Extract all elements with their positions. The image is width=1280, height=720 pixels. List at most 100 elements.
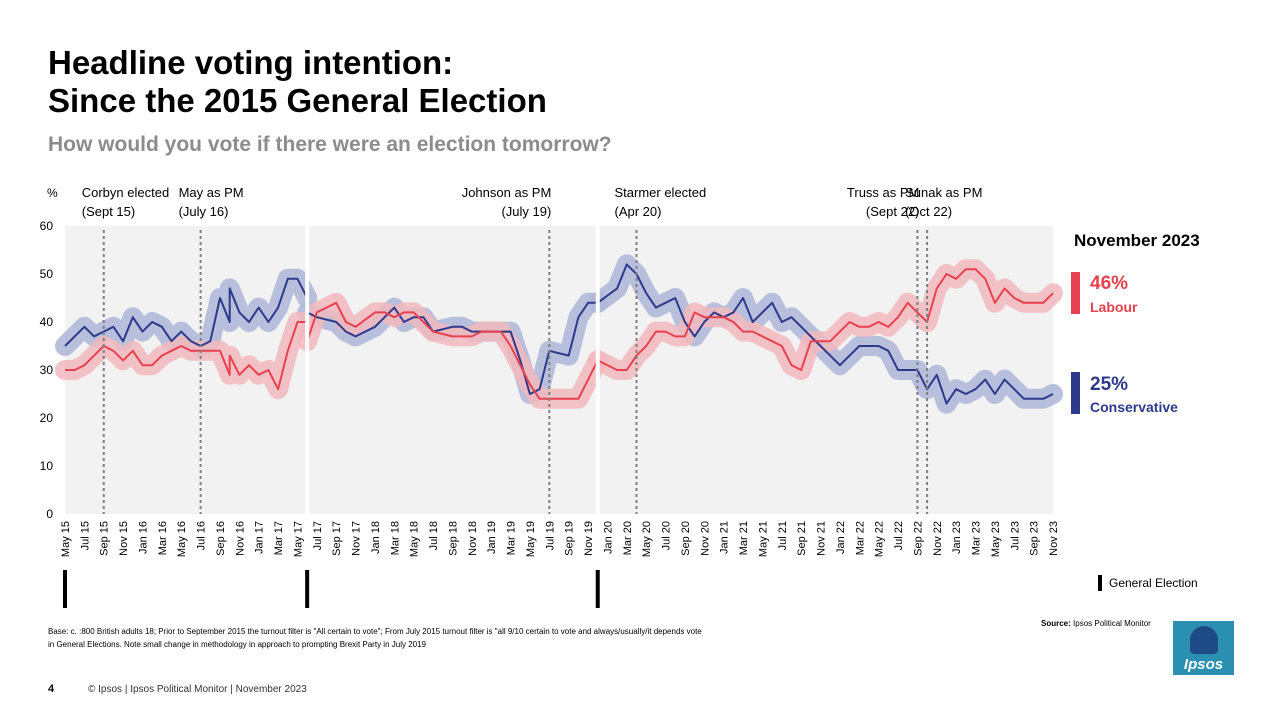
base-note: Base: c. :800 British adults 18; Prior t… (48, 625, 848, 651)
x-tick-label: Jan 23 (951, 521, 963, 554)
labour-series-line (65, 321, 308, 391)
event-date-label: (Apr 20) (614, 204, 661, 219)
conservative-latest-label: Conservative (1090, 399, 1178, 415)
x-tick-label: Jan 21 (719, 521, 731, 554)
conservative-series-line (306, 301, 598, 395)
title-line-2: Since the 2015 General Election (48, 82, 547, 119)
base-note-line-2: in General Elections. Note small change … (48, 640, 426, 649)
footer-text: © Ipsos | Ipsos Political Monitor | Nove… (88, 684, 307, 695)
event-date-label: (Sept 15) (82, 204, 135, 219)
x-tick-label: Jan 22 (835, 521, 847, 554)
x-tick-label: Nov 17 (351, 521, 363, 556)
y-tick-label: 0 (46, 507, 53, 521)
x-tick-label: Sep 18 (448, 521, 460, 556)
general-election-separator (305, 226, 310, 514)
x-tick-label: Jul 20 (661, 521, 673, 550)
y-tick-label: 60 (40, 219, 54, 233)
x-tick-label: Sep 23 (1029, 521, 1041, 556)
x-tick-label: Nov 21 (816, 521, 828, 556)
x-tick-label: Nov 19 (583, 521, 595, 556)
general-election-marker (305, 570, 310, 608)
x-tick-label: Jul 17 (312, 521, 324, 550)
y-tick-label: 50 (40, 267, 54, 281)
event-label: May as PM (179, 185, 244, 200)
event-label: Corbyn elected (82, 185, 169, 200)
y-tick-label: 10 (40, 459, 54, 473)
x-tick-label: Jan 19 (486, 521, 498, 554)
x-tick-label: Mar 18 (389, 521, 401, 555)
general-election-marker (63, 570, 67, 608)
labour-series-line (306, 301, 599, 400)
x-tick-label: Sep 16 (215, 521, 227, 556)
labour-latest-marker (1071, 272, 1080, 314)
labour-latest-value: 46% (1090, 273, 1129, 294)
x-tick-label: May 22 (874, 521, 886, 557)
x-tick-label: May 16 (176, 521, 188, 557)
event-date-label: (Sept 22) (866, 204, 919, 219)
x-tick-label: Sep 20 (680, 521, 692, 556)
y-axis-label: % (47, 186, 58, 200)
x-tick-label: Jan 17 (254, 521, 266, 554)
x-tick-label: May 21 (757, 521, 769, 557)
x-tick-label: May 18 (409, 521, 421, 557)
source-label: Source: (1041, 619, 1071, 628)
x-tick-label: May 19 (525, 521, 537, 557)
x-tick-label: Nov 16 (234, 521, 246, 556)
event-date-label: (Oct 22) (905, 204, 952, 219)
latest-period: November 2023 (1074, 231, 1200, 250)
x-tick-label: Mar 21 (738, 521, 750, 555)
x-tick-label: Sep 22 (912, 521, 924, 556)
x-tick-label: Sep 17 (331, 521, 343, 556)
y-tick-label: 40 (40, 315, 54, 329)
title-line-1: Headline voting intention: (48, 44, 454, 81)
general-election-legend-label: General Election (1109, 576, 1198, 590)
labour-latest-label: Labour (1090, 299, 1138, 315)
x-tick-label: Mar 17 (273, 521, 285, 555)
x-tick-label: Jul 19 (544, 521, 556, 550)
conservative-latest-value: 25% (1090, 374, 1129, 395)
logo-figure-icon (1190, 626, 1218, 654)
ipsos-logo: Ipsos (1173, 621, 1234, 675)
base-note-line-1: Base: c. :800 British adults 18; Prior t… (48, 627, 702, 636)
x-tick-label: Jul 23 (1009, 521, 1021, 550)
source-note: Source: Ipsos Political Monitor (1041, 619, 1151, 628)
x-tick-label: May 23 (990, 521, 1002, 557)
x-tick-label: Nov 18 (467, 521, 479, 556)
x-tick-label: Jan 16 (138, 521, 150, 554)
event-label: Truss as PM (847, 185, 919, 200)
x-tick-label: Jul 18 (428, 521, 440, 550)
x-tick-label: Nov 20 (699, 521, 711, 556)
voting-intention-chart: 0 10 20 30 40 50 60% Corbyn elected (Sept 15) May… (40, 185, 1063, 608)
event-label: Sunak as PM (905, 185, 982, 200)
y-tick-label: 30 (40, 363, 54, 377)
x-tick-label: Mar 23 (971, 521, 983, 555)
x-tick-label: Nov 22 (932, 521, 944, 556)
event-label: Starmer elected (614, 185, 706, 200)
x-tick-label: Jan 20 (602, 521, 614, 554)
x-tick-label: Mar 19 (506, 521, 518, 555)
general-election-marker (595, 570, 600, 608)
x-tick-label: Jul 16 (196, 521, 208, 550)
x-tick-label: Mar 20 (622, 521, 634, 555)
x-tick-label: May 17 (293, 521, 305, 557)
chart-subtitle: How would you vote if there were an elec… (48, 133, 612, 156)
general-election-legend-marker (1098, 575, 1102, 591)
conservative-series-line (64, 277, 309, 347)
x-tick-label: May 20 (641, 521, 653, 557)
event-date-label: (July 19) (501, 204, 551, 219)
x-tick-label: Sep 19 (564, 521, 576, 556)
y-tick-label: 20 (40, 411, 54, 425)
x-tick-label: Mar 22 (854, 521, 866, 555)
x-tick-label: Jul 15 (79, 521, 91, 550)
x-tick-label: Mar 16 (157, 521, 169, 555)
x-tick-label: Sep 21 (796, 521, 808, 556)
x-tick-label: Jul 22 (893, 521, 905, 550)
event-label: Johnson as PM (462, 185, 552, 200)
labour-series-line (597, 268, 1054, 371)
x-tick-label: Jul 21 (777, 521, 789, 550)
chart-title: Headline voting intention: Since the 201… (48, 44, 547, 120)
page-number: 4 (48, 683, 55, 695)
conservative-latest-marker (1071, 372, 1080, 414)
general-election-separator (595, 226, 600, 514)
x-tick-label: May 15 (60, 521, 72, 557)
